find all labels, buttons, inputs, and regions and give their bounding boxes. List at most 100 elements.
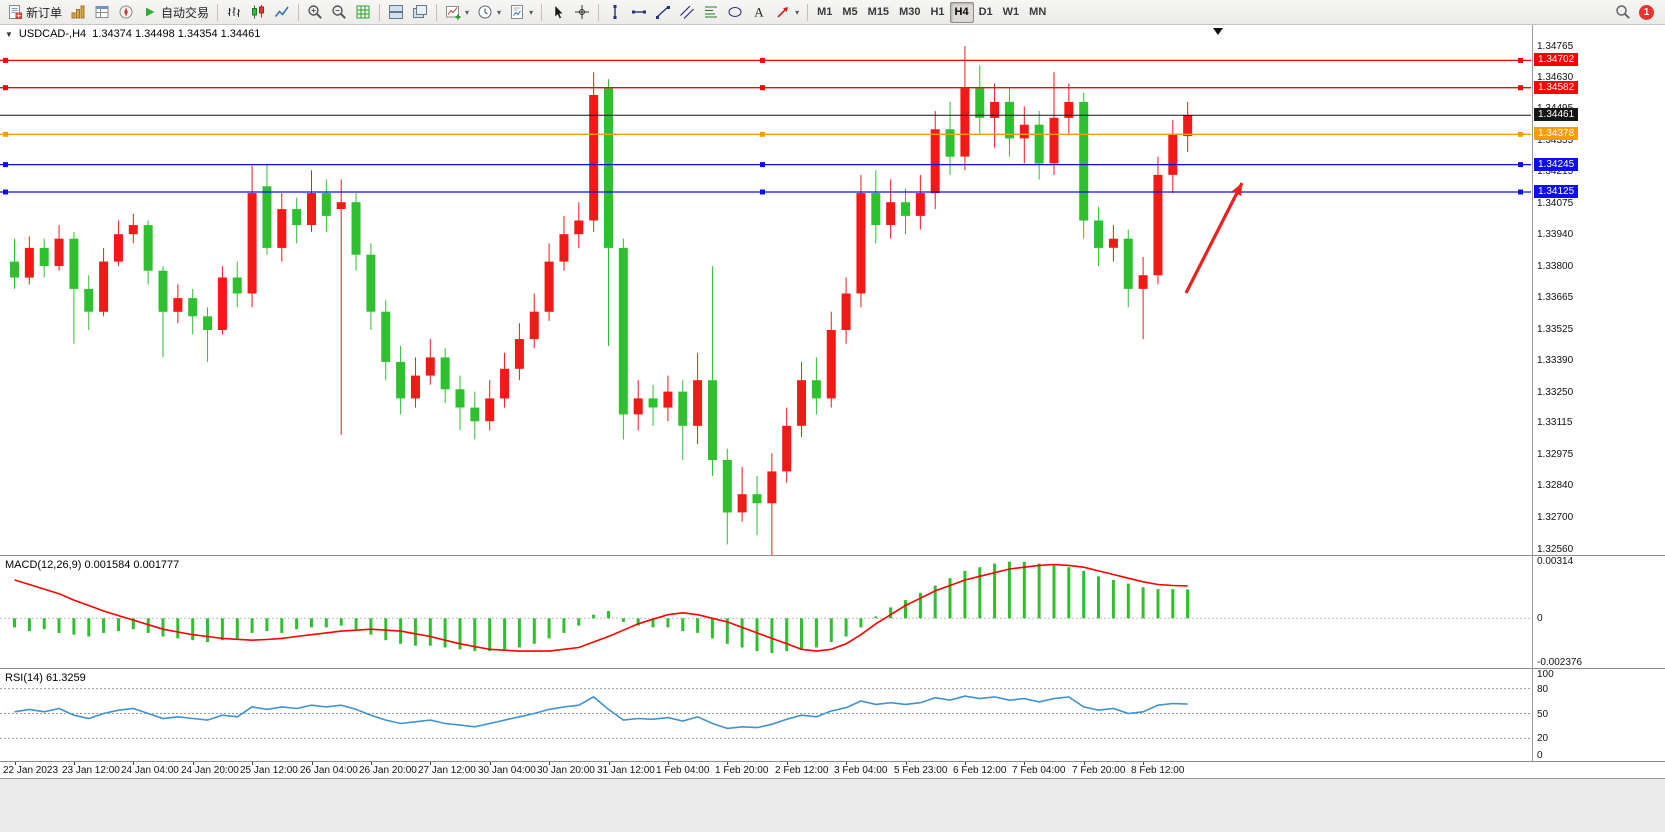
time-tick bbox=[371, 762, 372, 765]
price-axis[interactable]: 1.347651.346301.344951.343551.342151.340… bbox=[1532, 25, 1665, 555]
zoom-in-button[interactable] bbox=[303, 2, 327, 23]
text-label-button[interactable]: A bbox=[747, 2, 771, 23]
time-axis-label: 24 Jan 20:00 bbox=[181, 765, 239, 776]
fibonacci-button[interactable] bbox=[699, 2, 723, 23]
text-icon: A bbox=[751, 4, 767, 20]
timeframe-d1-button[interactable]: D1 bbox=[974, 2, 998, 23]
price-badge-1.34245: 1.34245 bbox=[1534, 158, 1579, 171]
time-axis-label: 24 Jan 04:00 bbox=[121, 765, 179, 776]
price-axis-label: 1.33390 bbox=[1537, 355, 1574, 366]
arrows-button[interactable]: ▾ bbox=[771, 2, 803, 23]
grid-icon bbox=[355, 4, 371, 20]
notifications-badge[interactable]: 1 bbox=[1639, 4, 1654, 20]
timeframe-m15-button[interactable]: M15 bbox=[863, 2, 894, 23]
auto-scroll-button[interactable] bbox=[351, 2, 375, 23]
macd-axis-label: 0 bbox=[1537, 613, 1543, 624]
time-tick bbox=[668, 762, 669, 765]
indicators-button[interactable]: ▾ bbox=[441, 2, 473, 23]
candlestick-chart[interactable] bbox=[0, 25, 1531, 556]
auto-trading-button[interactable]: 自动交易 bbox=[138, 2, 213, 23]
toolbar-separator bbox=[807, 3, 809, 21]
market-watch-button[interactable] bbox=[66, 2, 90, 23]
crosshair-button[interactable] bbox=[570, 2, 594, 23]
time-tick bbox=[74, 762, 75, 765]
timeframe-m30-button[interactable]: M30 bbox=[894, 2, 925, 23]
symbol-dropdown-icon[interactable]: ▼ bbox=[5, 30, 13, 39]
indicators-icon bbox=[445, 4, 461, 20]
time-tick bbox=[1143, 762, 1144, 765]
time-axis-label: 22 Jan 2023 bbox=[3, 765, 59, 776]
auto-trading-button-label: 自动交易 bbox=[161, 5, 210, 20]
data-window-icon bbox=[94, 4, 110, 20]
price-badge-1.34461: 1.34461 bbox=[1534, 108, 1579, 121]
timeframe-w1-button[interactable]: W1 bbox=[998, 2, 1025, 23]
rsi-pane: RSI(14) 61.3259 100 80 50 20 0 bbox=[0, 669, 1665, 762]
time-tick bbox=[1084, 762, 1085, 765]
toolbar-separator bbox=[598, 3, 600, 21]
zoom-out-button[interactable] bbox=[327, 2, 351, 23]
clock-icon bbox=[477, 4, 493, 20]
price-badge-1.34702: 1.34702 bbox=[1534, 53, 1579, 66]
timeframe-h4-button[interactable]: H4 bbox=[949, 1, 974, 23]
price-axis-label: 1.32840 bbox=[1537, 480, 1574, 491]
time-tick bbox=[609, 762, 610, 765]
macd-axis-label: 0.00314 bbox=[1537, 556, 1574, 567]
data-window-button[interactable] bbox=[90, 2, 114, 23]
time-tick bbox=[252, 762, 253, 765]
toolbar-separator bbox=[541, 3, 543, 21]
price-badge-1.34125: 1.34125 bbox=[1534, 185, 1579, 198]
zoom-in-icon bbox=[307, 4, 323, 20]
rsi-axis-label: 100 bbox=[1537, 669, 1554, 680]
tile-windows-button[interactable] bbox=[384, 2, 408, 23]
new-order-button[interactable]: 新订单 bbox=[3, 2, 66, 23]
trend-arrow-annotation[interactable] bbox=[1184, 182, 1244, 294]
navigator-icon bbox=[118, 4, 134, 20]
price-pane: ▼ USDCAD-,H4 1.34374 1.34498 1.34354 1.3… bbox=[0, 25, 1665, 556]
dropdown-arrow-icon: ▾ bbox=[529, 7, 534, 17]
time-tick bbox=[846, 762, 847, 765]
chart-title: ▼ USDCAD-,H4 1.34374 1.34498 1.34354 1.3… bbox=[5, 28, 260, 40]
time-axis-label: 30 Jan 20:00 bbox=[537, 765, 595, 776]
price-axis-label: 1.32700 bbox=[1537, 512, 1574, 523]
timeframe-mn-button[interactable]: MN bbox=[1024, 2, 1051, 23]
bar-chart-button[interactable] bbox=[222, 2, 246, 23]
price-badge-1.34582: 1.34582 bbox=[1534, 81, 1579, 94]
trendline-button[interactable] bbox=[651, 2, 675, 23]
tile-windows-icon bbox=[388, 4, 404, 20]
cascade-windows-icon bbox=[412, 4, 428, 20]
time-axis-label: 30 Jan 04:00 bbox=[478, 765, 536, 776]
chart-shift-marker[interactable] bbox=[1213, 28, 1223, 35]
price-axis-label: 1.34075 bbox=[1537, 198, 1574, 209]
macd-chart[interactable] bbox=[0, 556, 1531, 669]
cursor-button[interactable] bbox=[546, 2, 570, 23]
shapes-button[interactable] bbox=[723, 2, 747, 23]
time-tick bbox=[1024, 762, 1025, 765]
time-tick bbox=[549, 762, 550, 765]
search-button[interactable] bbox=[1611, 2, 1635, 23]
timeframe-h1-button[interactable]: H1 bbox=[925, 2, 949, 23]
channel-button[interactable] bbox=[675, 2, 699, 23]
fibonacci-icon bbox=[703, 4, 719, 20]
toolbar-separator bbox=[217, 3, 219, 21]
crosshair-icon bbox=[574, 4, 590, 20]
time-tick bbox=[430, 762, 431, 765]
time-axis-label: 8 Feb 12:00 bbox=[1131, 765, 1185, 776]
vertical-line-button[interactable] bbox=[603, 2, 627, 23]
templates-button[interactable]: ▾ bbox=[505, 2, 537, 23]
timeframe-m1-button[interactable]: M1 bbox=[812, 2, 837, 23]
toolbar-separator bbox=[298, 3, 300, 21]
timeframe-m5-button[interactable]: M5 bbox=[837, 2, 862, 23]
rsi-title: RSI(14) 61.3259 bbox=[5, 672, 86, 684]
time-axis[interactable]: 22 Jan 2023 23 Jan 12:00 24 Jan 04:00 24 Ja… bbox=[0, 762, 1665, 779]
horizontal-line-button[interactable] bbox=[627, 2, 651, 23]
rsi-line bbox=[14, 695, 1188, 730]
time-axis-label: 6 Feb 12:00 bbox=[953, 765, 1007, 776]
time-axis-label: 25 Jan 12:00 bbox=[240, 765, 298, 776]
navigator-button[interactable] bbox=[114, 2, 138, 23]
cascade-windows-button[interactable] bbox=[408, 2, 432, 23]
periods-button[interactable]: ▾ bbox=[473, 2, 505, 23]
candle-chart-button[interactable] bbox=[246, 2, 270, 23]
rsi-chart[interactable] bbox=[0, 669, 1531, 762]
line-chart-button[interactable] bbox=[270, 2, 294, 23]
